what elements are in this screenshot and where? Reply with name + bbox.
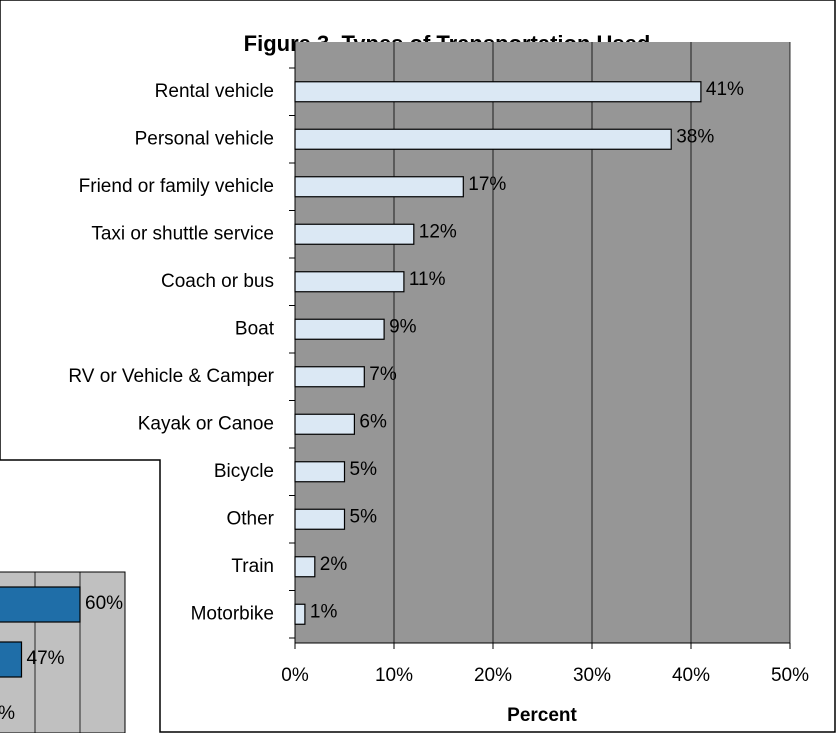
bar — [0, 641, 23, 678]
bar — [294, 271, 405, 293]
x-tick-label: 0% — [281, 665, 309, 686]
data-label: 2% — [320, 554, 348, 575]
background-chart: 60% 47% 36% — [0, 571, 126, 733]
data-label: 47% — [27, 648, 65, 669]
y-tick-label: Motorbike — [191, 603, 274, 624]
main-chart: Figure 3. Types of Transportation Used P… — [68, 31, 809, 726]
data-label: 17% — [468, 174, 506, 195]
y-tick-label: Boat — [235, 318, 275, 339]
bar — [294, 318, 385, 340]
x-tick-label: 50% — [771, 665, 809, 686]
x-tick-label: 10% — [375, 665, 413, 686]
data-label: 11% — [409, 269, 446, 290]
data-label: 5% — [350, 506, 378, 527]
y-tick-label: Rental vehicle — [155, 81, 274, 102]
y-tick-label: Other — [226, 508, 274, 529]
data-label: 36% — [0, 703, 15, 724]
data-label: 12% — [419, 221, 457, 242]
x-tick-label: 40% — [672, 665, 710, 686]
data-label: 9% — [389, 316, 417, 337]
data-label: 1% — [310, 601, 338, 622]
bar — [294, 81, 702, 103]
y-tick-label: Bicycle — [214, 461, 274, 482]
bar — [294, 508, 346, 530]
bar — [294, 603, 306, 625]
y-tick-label: Train — [231, 556, 274, 577]
y-tick-label: Personal vehicle — [135, 128, 274, 149]
y-tick-label: Taxi or shuttle service — [91, 223, 274, 244]
data-label: 5% — [350, 459, 378, 480]
y-tick-label: Kayak or Canoe — [138, 413, 274, 434]
y-tick-label: Friend or family vehicle — [79, 176, 274, 197]
y-tick-label: RV or Vehicle & Camper — [68, 366, 274, 387]
data-label: 6% — [359, 411, 387, 432]
data-label: 38% — [676, 126, 714, 147]
x-tick-label: 20% — [474, 665, 512, 686]
data-label: 7% — [369, 364, 397, 385]
data-label: 60% — [85, 593, 123, 614]
x-tick-label: 30% — [573, 665, 611, 686]
bar — [294, 413, 356, 435]
bar — [294, 128, 672, 150]
bar — [0, 586, 81, 623]
bar — [294, 366, 365, 388]
bar — [294, 223, 415, 245]
data-label: 41% — [706, 79, 744, 100]
x-axis-label: Percent — [507, 705, 577, 726]
bar — [294, 556, 316, 578]
bar — [294, 461, 346, 483]
y-tick-label: Coach or bus — [161, 271, 274, 292]
bar — [294, 176, 464, 198]
